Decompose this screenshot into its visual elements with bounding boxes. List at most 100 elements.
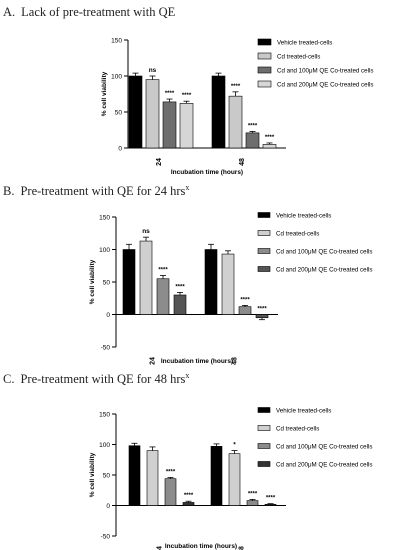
significance-label: **** <box>248 123 258 129</box>
x-tick-label: 48 <box>232 357 239 365</box>
legend-label: Vehicle treated-cells <box>276 213 331 220</box>
significance-label: **** <box>166 469 176 475</box>
y-tick-label: 150 <box>99 412 110 419</box>
significance-label: **** <box>158 268 168 274</box>
bar <box>146 450 159 506</box>
legend-swatch <box>257 52 272 60</box>
significance-label: ns <box>149 67 157 74</box>
legend-label: Cd and 100μM QE Co-treated cells <box>276 444 372 451</box>
legend-label: Vehicle treated-cells <box>277 40 332 47</box>
bar <box>211 75 226 149</box>
bar <box>122 249 136 315</box>
x-axis-label: Incubation time (hours) <box>171 169 243 176</box>
legend-label: Vehicle treated-cells <box>276 408 331 415</box>
legend-label: Cd and 200μM QE Co-treated cells <box>276 462 372 469</box>
x-tick-label: 48 <box>239 546 246 550</box>
panel-a: A. Lack of pre-treatment with QE 0 50 100 15… <box>0 0 406 183</box>
panel-c-title-superscript: x <box>185 371 190 380</box>
legend-swatch <box>257 248 271 254</box>
x-tick-label: 48 <box>239 158 246 166</box>
legend-label: Cd and 100μM QE Co-treated cells <box>276 249 372 256</box>
x-tick-label: 24 <box>150 357 157 365</box>
significance-label: **** <box>257 307 267 313</box>
bar <box>210 446 223 506</box>
bar <box>164 478 177 506</box>
y-axis-label: % cell viability <box>89 259 96 304</box>
bar <box>262 144 277 149</box>
y-tick-label: 150 <box>99 215 110 222</box>
x-axis-label: Incubation time (hours) <box>161 358 233 365</box>
bar <box>204 249 218 315</box>
legend-swatch <box>257 66 272 74</box>
legend-label: Cd treated-cells <box>276 231 319 238</box>
x-tick-label: 24 <box>156 158 163 166</box>
significance-label: * <box>233 442 236 449</box>
panel-c: C. Pre-treatment with QE for 48 hrsx -50 0… <box>0 368 406 550</box>
panel-b-title-superscript: x <box>185 183 190 192</box>
bar <box>228 95 243 149</box>
legend-label: Cd and 200μM QE Co-treated cells <box>276 267 372 274</box>
legend-label: Cd and 100μM QE Co-treated cells <box>277 68 373 75</box>
y-tick-label: 50 <box>103 280 111 287</box>
bar <box>173 294 187 315</box>
y-tick-label: -50 <box>101 345 111 352</box>
bar <box>128 75 143 149</box>
y-tick-label: 100 <box>111 74 122 81</box>
bar <box>162 101 177 149</box>
x-tick-label: 24 <box>157 546 164 550</box>
significance-label: **** <box>184 493 194 499</box>
y-tick-label: 100 <box>99 247 110 254</box>
y-tick-label: 0 <box>106 312 110 319</box>
panel-b-title: B. Pre-treatment with QE for 24 hrsx <box>3 183 189 199</box>
significance-label: ns <box>142 228 150 235</box>
significance-label: **** <box>240 297 250 303</box>
legend-swatch <box>257 266 271 272</box>
bar <box>179 103 194 149</box>
x-axis-label: Incubation time (hours) <box>165 543 237 550</box>
legend-swatch <box>257 80 272 88</box>
bar <box>238 306 252 315</box>
bar <box>139 240 153 315</box>
significance-label: **** <box>231 84 241 90</box>
legend-label: Cd and 200μM QE Co-treated cells <box>277 82 373 89</box>
y-tick-label: 0 <box>106 503 110 510</box>
bar <box>221 253 235 315</box>
bar <box>145 79 160 149</box>
y-axis-label: % cell viability <box>101 71 108 116</box>
y-tick-label: -50 <box>101 534 111 541</box>
significance-label: **** <box>248 491 258 497</box>
panel-c-title-text: Pre-treatment with QE for 48 hrs <box>20 372 186 387</box>
bar <box>156 278 170 315</box>
bar <box>128 445 141 506</box>
y-tick-label: 100 <box>99 442 110 449</box>
significance-label: **** <box>265 135 275 141</box>
chart-b: -50 0 50 100 150 % cell viability ns **** **** 24… <box>89 212 372 365</box>
legend-swatch <box>257 212 271 218</box>
chart-a: 0 50 100 150 % cell viability ns **** **** 24 ***… <box>101 38 373 177</box>
y-axis-label: % cell viability <box>89 452 96 497</box>
panel-b-letter: B. <box>3 184 15 199</box>
legend-swatch <box>257 443 271 449</box>
legend-swatch <box>257 425 271 431</box>
bar <box>246 500 259 506</box>
legend-swatch <box>257 230 271 236</box>
y-tick-label: 150 <box>111 38 122 45</box>
panel-a-letter: A. <box>3 5 16 19</box>
legend-swatch <box>257 407 271 413</box>
legend-swatch <box>257 38 272 46</box>
y-tick-label: 50 <box>103 473 111 480</box>
panel-a-title: A. Lack of pre-treatment with QE <box>3 5 175 20</box>
significance-label: **** <box>182 93 192 99</box>
panel-a-title-text: Lack of pre-treatment with QE <box>21 5 176 19</box>
bar <box>182 502 195 506</box>
legend-label: Cd treated-cells <box>277 54 320 61</box>
y-tick-label: 50 <box>115 110 123 117</box>
significance-label: **** <box>266 496 276 502</box>
y-tick-label: 0 <box>118 146 122 153</box>
panel-b-title-text: Pre-treatment with QE for 24 hrs <box>20 184 186 199</box>
panel-b: B. Pre-treatment with QE for 24 hrsx -50 0… <box>0 183 406 368</box>
bar <box>264 503 277 506</box>
significance-label: **** <box>165 91 175 97</box>
panel-c-title: C. Pre-treatment with QE for 48 hrsx <box>3 371 189 387</box>
